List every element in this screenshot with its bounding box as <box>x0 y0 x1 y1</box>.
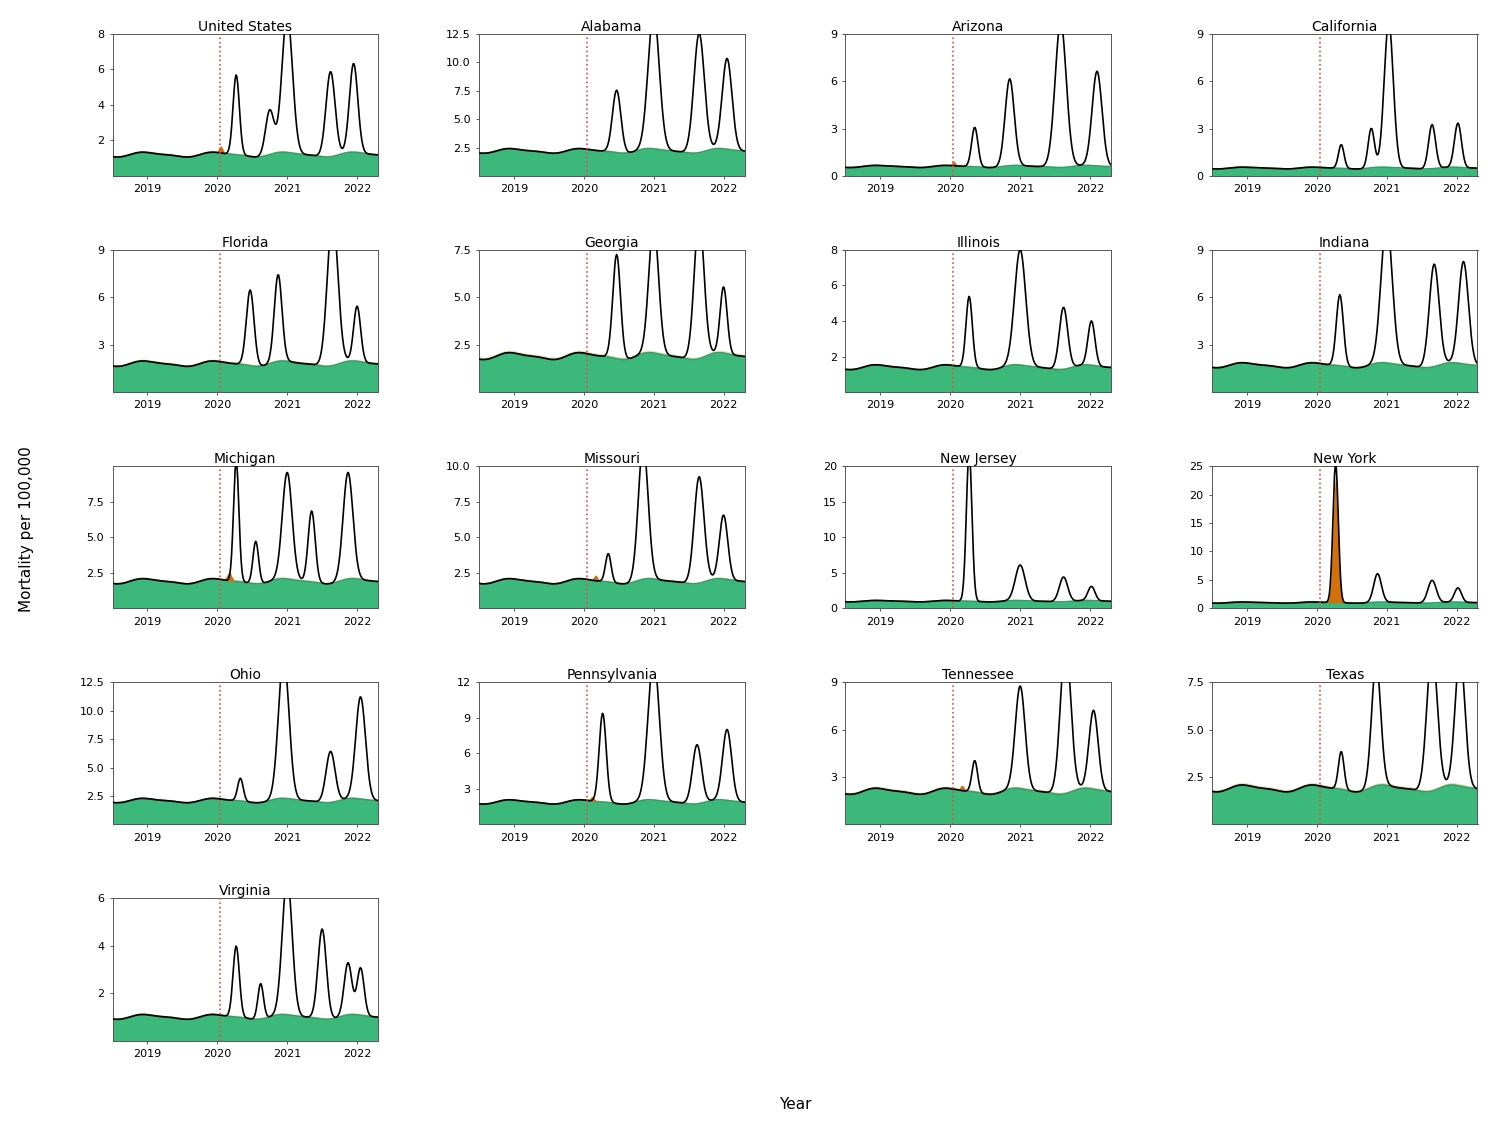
Title: Indiana: Indiana <box>1318 236 1371 250</box>
Title: Georgia: Georgia <box>585 236 639 250</box>
Title: Tennessee: Tennessee <box>942 668 1014 682</box>
Title: California: California <box>1311 20 1378 34</box>
Title: Arizona: Arizona <box>952 20 1005 34</box>
Title: New York: New York <box>1312 452 1377 466</box>
Title: Ohio: Ohio <box>230 668 261 682</box>
Text: Year: Year <box>778 1097 812 1113</box>
Title: Missouri: Missouri <box>584 452 640 466</box>
Title: Alabama: Alabama <box>580 20 642 34</box>
Title: United States: United States <box>198 20 292 34</box>
Title: Florida: Florida <box>222 236 268 250</box>
Title: New Jersey: New Jersey <box>940 452 1017 466</box>
Title: Pennsylvania: Pennsylvania <box>566 668 657 682</box>
Title: Michigan: Michigan <box>214 452 276 466</box>
Title: Virginia: Virginia <box>219 884 272 899</box>
Title: Illinois: Illinois <box>957 236 1000 250</box>
Title: Texas: Texas <box>1326 668 1364 682</box>
Text: Mortality per 100,000: Mortality per 100,000 <box>20 446 34 612</box>
